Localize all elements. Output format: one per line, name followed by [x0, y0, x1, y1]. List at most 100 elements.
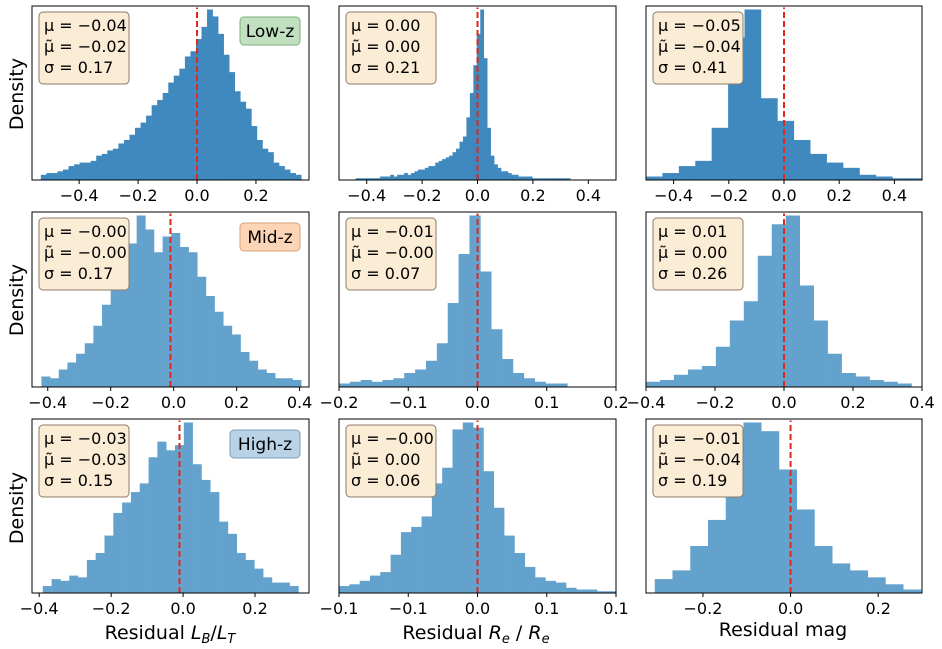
histogram-bar	[240, 352, 250, 387]
panel-r2-c0: −0.4 −0.2 0.0 0.2 μ = −0.03 μ̃ = −0.03 σ = 0.1…	[20, 418, 310, 618]
histogram-bar	[79, 162, 86, 180]
histogram-bar	[501, 171, 505, 180]
x-tick-label: −0.1	[389, 599, 428, 618]
histogram-bar	[586, 589, 598, 593]
histogram-bar	[469, 215, 481, 387]
histogram-bar	[417, 169, 422, 180]
histogram-bar	[380, 572, 391, 593]
stat-median: μ̃ = −0.03	[44, 450, 127, 469]
histogram-bar	[514, 174, 519, 180]
histogram-bar	[119, 238, 129, 387]
histogram-bar	[799, 285, 814, 387]
histogram-bar	[153, 252, 163, 387]
x-tick-label: 0.4	[909, 393, 934, 412]
histogram-bar	[729, 320, 745, 387]
histogram-bar	[414, 171, 419, 180]
histogram-bar	[251, 126, 258, 180]
histogram-bar	[122, 502, 132, 593]
histogram-bar	[771, 224, 787, 387]
histogram-bar	[212, 16, 219, 180]
histogram-bar	[534, 381, 546, 387]
histogram-bar	[63, 169, 69, 180]
histogram-bar	[90, 160, 97, 180]
histogram-bar	[78, 577, 88, 593]
histogram-bar	[849, 570, 868, 593]
x-tick-label: 0.2	[865, 599, 890, 618]
histogram-bar	[257, 369, 267, 387]
histogram-bars	[654, 422, 922, 593]
histogram-bar	[86, 559, 96, 593]
histogram-bar	[892, 178, 910, 180]
histogram-bar	[284, 169, 291, 180]
stat-mean: μ = −0.00	[44, 222, 127, 241]
histogram-bar	[262, 148, 269, 180]
x-tick-label: 0.0	[771, 186, 796, 205]
histogram-bar	[545, 383, 557, 387]
histogram-bar	[245, 559, 255, 593]
histogram-bar	[349, 381, 362, 387]
stat-sigma: σ = 0.19	[658, 471, 727, 490]
histogram-bar	[51, 579, 61, 593]
histogram-bar	[201, 479, 211, 593]
x-tick-label: 0.2	[242, 599, 267, 618]
histogram-bar	[466, 117, 471, 180]
histogram-bar	[469, 93, 474, 180]
histogram-bar	[188, 252, 198, 387]
x-tick-label: 0.0	[465, 393, 490, 412]
row-tag: Mid-z	[239, 222, 301, 252]
histogram-bar	[897, 383, 912, 387]
histogram-bar	[596, 591, 608, 593]
histogram-bar	[104, 535, 114, 593]
histogram-bar	[383, 176, 388, 180]
svg-text:Mid-z: Mid-z	[247, 228, 292, 248]
histogram-bar	[140, 122, 147, 180]
x-tick-label: 0.0	[465, 599, 490, 618]
stat-sigma: σ = 0.21	[351, 58, 420, 77]
x-tick-label: 0.4	[882, 186, 907, 205]
row-tag: Low-z	[239, 16, 301, 46]
histogram-bar	[859, 174, 877, 180]
histogram-bar	[162, 93, 169, 180]
stat-mean: μ = −0.01	[351, 222, 434, 241]
x-tick-label: −0.4	[347, 186, 386, 205]
x-tick-label: 0.4	[287, 393, 312, 412]
histogram-bar	[743, 422, 762, 593]
histogram-bar	[483, 471, 495, 593]
histogram-bar	[428, 166, 433, 180]
histogram-bar	[372, 178, 377, 180]
axes-frame	[31, 418, 310, 594]
x-tick-label: 0.0	[170, 599, 195, 618]
histogram-bar	[50, 378, 60, 387]
stat-mean: μ = 0.00	[351, 16, 420, 35]
histogram-bar	[369, 178, 374, 180]
panel-r0-c2: −0.4 −0.2 0.0 0.2 0.4 μ = −0.05 μ̃ = −0.04 σ = …	[645, 5, 923, 205]
histogram-bar	[245, 108, 252, 180]
stat-mean: μ = −0.04	[44, 16, 127, 35]
histogram-bar	[289, 586, 299, 593]
histogram-bar	[58, 369, 68, 387]
x-tick-label: −0.2	[91, 393, 130, 412]
histogram-bar	[231, 334, 241, 387]
x-tick-label: −0.4	[20, 599, 59, 618]
stat-sigma: σ = 0.15	[44, 471, 113, 490]
histogram-bar	[869, 380, 884, 387]
histogram-bar	[810, 153, 827, 180]
histogram-bar	[535, 178, 540, 180]
histogram-bar	[183, 422, 193, 593]
histogram-bar	[445, 157, 450, 180]
stats-box: μ = −0.01 μ̃ = −0.04 σ = 0.19	[652, 424, 744, 498]
histogram-bar	[814, 546, 833, 593]
x-tick-label: −0.1	[389, 393, 428, 412]
histogram-bar	[84, 343, 94, 387]
histogram-bar	[502, 359, 514, 387]
histogram-bar	[431, 483, 443, 593]
histogram-bar	[359, 178, 363, 180]
histogram-bar	[504, 171, 509, 180]
x-tick-label: 0.0	[184, 186, 209, 205]
histogram-bar	[279, 166, 285, 180]
histogram-bar	[491, 329, 503, 387]
stats-box: μ = −0.04 μ̃ = −0.02 σ = 0.17	[38, 11, 130, 85]
histogram-bar	[404, 173, 408, 180]
histogram-bar	[376, 178, 381, 180]
histogram-bar	[452, 152, 457, 180]
